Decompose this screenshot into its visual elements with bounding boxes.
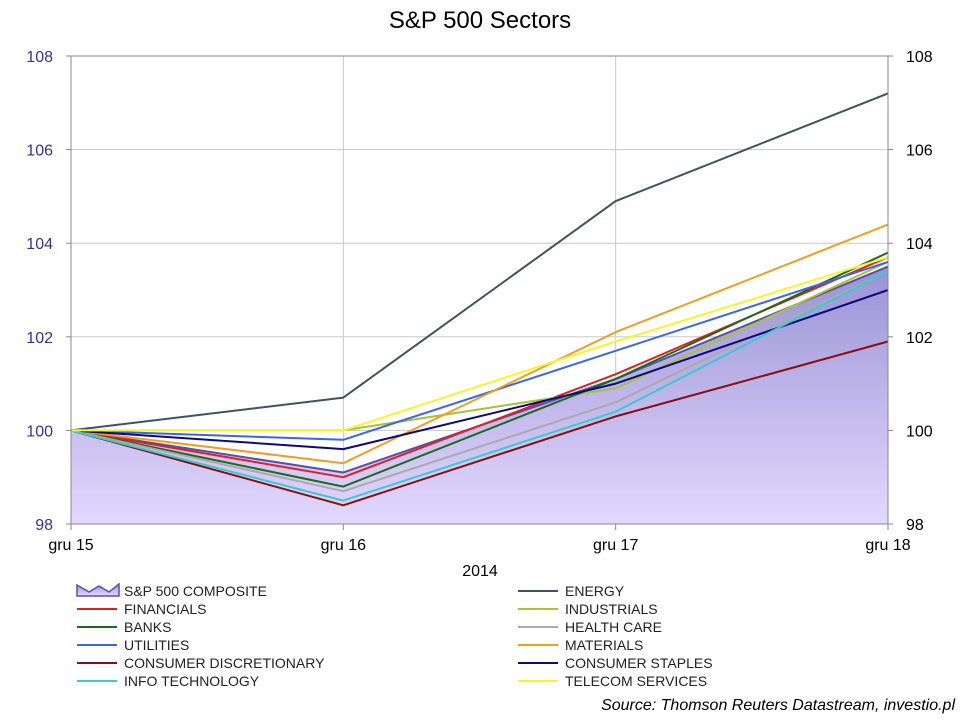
- legend-label: INFO TECHNOLOGY: [124, 673, 260, 689]
- x-tick-label: gru 16: [321, 537, 366, 554]
- y-tick-label-left: 102: [26, 330, 53, 347]
- series-line-6: [70, 260, 889, 441]
- legend: S&P 500 COMPOSITE ENERGY FINANCIALS INDUSTR…: [76, 582, 713, 689]
- y-tick-label-right: 104: [906, 236, 933, 253]
- source-note: Source: Thomson Reuters Datastream, inve…: [601, 697, 955, 714]
- legend-label: MATERIALS: [565, 637, 643, 653]
- legend-item: BANKS: [77, 619, 171, 635]
- y-tick-label-left: 100: [26, 423, 53, 440]
- x-tick-label: gru 15: [48, 537, 93, 554]
- series-area-0: [71, 266, 888, 524]
- legend-label: CONSUMER STAPLES: [565, 655, 713, 671]
- x-axis-label: 2014: [462, 563, 498, 580]
- y-tick-label-left: 108: [26, 49, 53, 66]
- legend-item: FINANCIALS: [77, 601, 206, 617]
- y-tick-label-right: 108: [906, 49, 933, 66]
- legend-label: S&P 500 COMPOSITE: [124, 583, 267, 599]
- series-line-9: [70, 289, 889, 451]
- x-tick-label: gru 18: [865, 537, 910, 554]
- legend-label: FINANCIALS: [124, 601, 206, 617]
- legend-item: INFO TECHNOLOGY: [77, 673, 260, 689]
- legend-label: UTILITIES: [124, 637, 189, 653]
- series-line-4: [70, 251, 889, 488]
- legend-item: UTILITIES: [77, 637, 189, 653]
- y-tick-label-left: 106: [26, 143, 53, 160]
- series-line-7: [70, 223, 889, 465]
- y-tick-label-left: 98: [35, 517, 53, 534]
- series-line-11: [71, 256, 889, 432]
- y-tick-label-right: 98: [906, 517, 924, 534]
- chart-title: S&P 500 Sectors: [389, 7, 571, 34]
- y-tick-label-right: 106: [906, 143, 933, 160]
- legend-label: ENERGY: [565, 583, 625, 599]
- legend-item: S&P 500 COMPOSITE: [76, 582, 267, 599]
- legend-label: INDUSTRIALS: [565, 601, 658, 617]
- y-tick-label-right: 102: [906, 330, 933, 347]
- legend-item: CONSUMER DISCRETIONARY: [77, 655, 325, 671]
- y-tick-label-right: 100: [906, 423, 933, 440]
- legend-label: CONSUMER DISCRETIONARY: [124, 655, 325, 671]
- legend-item: MATERIALS: [518, 637, 643, 653]
- legend-item: TELECOM SERVICES: [518, 673, 707, 689]
- series-line-8: [70, 340, 889, 507]
- line-layer: [70, 92, 889, 507]
- area-layer: [71, 266, 888, 524]
- legend-swatch: [76, 582, 120, 597]
- series-line-10: [70, 270, 889, 502]
- legend-item: INDUSTRIALS: [518, 601, 658, 617]
- legend-item: HEALTH CARE: [518, 619, 662, 635]
- x-tick-label: gru 17: [593, 537, 638, 554]
- legend-item: CONSUMER STAPLES: [518, 655, 713, 671]
- legend-label: TELECOM SERVICES: [565, 673, 707, 689]
- plot-frame: [70, 55, 889, 525]
- axes: 98 98 100 100 102 102 104 104 106 106 108 108 gru 15…: [26, 49, 933, 554]
- y-tick-label-left: 104: [26, 236, 53, 253]
- legend-label: HEALTH CARE: [565, 619, 662, 635]
- legend-item: ENERGY: [518, 583, 625, 599]
- series-line-1: [70, 92, 889, 432]
- legend-label: BANKS: [124, 619, 171, 635]
